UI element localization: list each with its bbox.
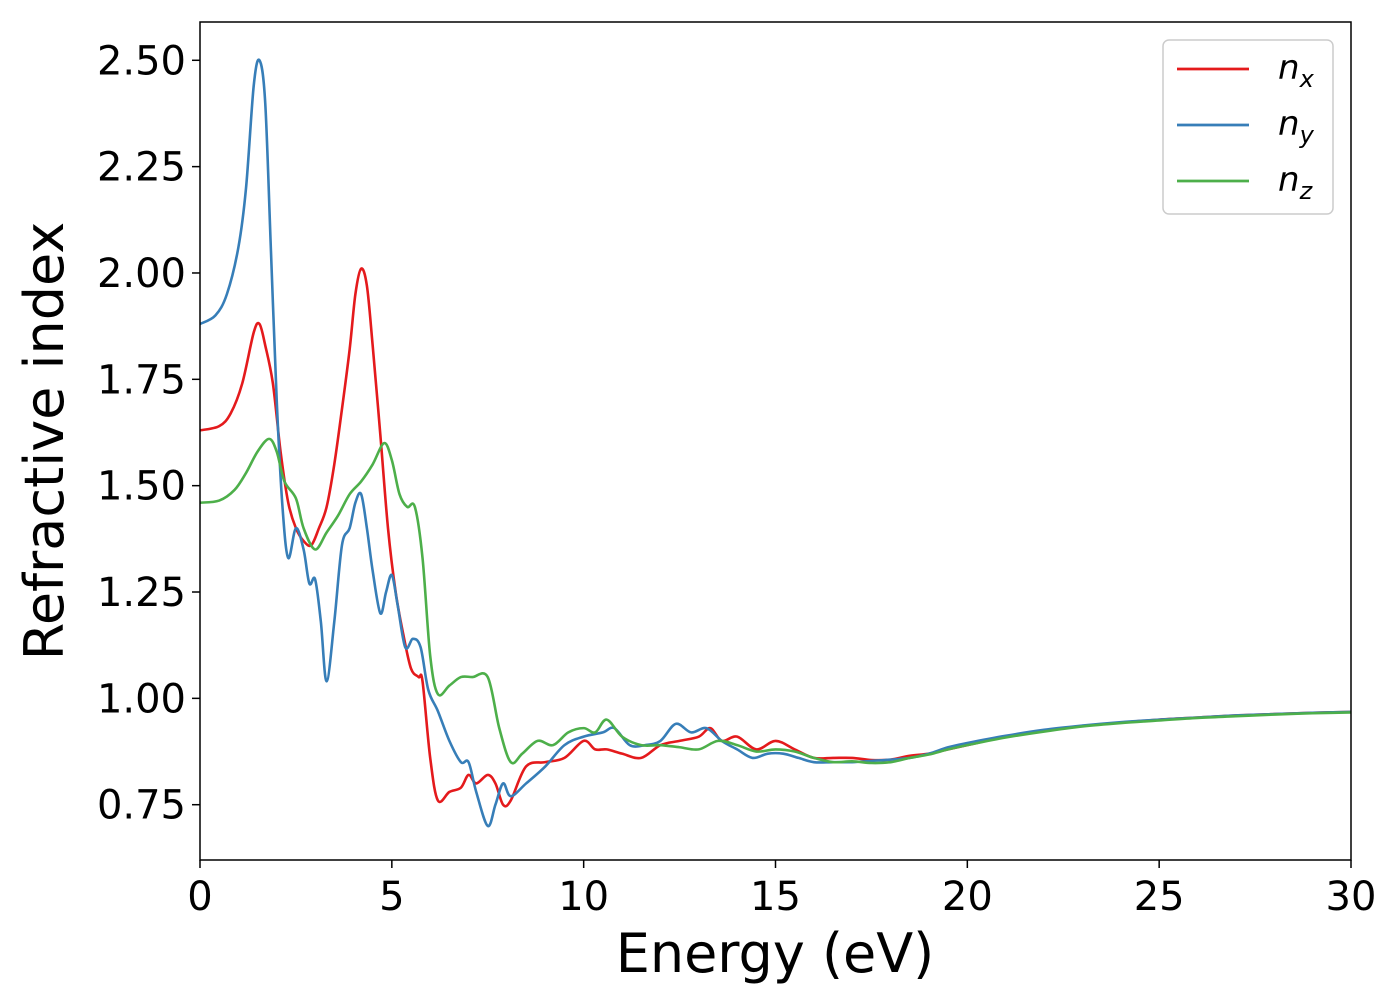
x-tick-label: 30	[1326, 874, 1377, 920]
y-axis: 0.75 1.00 1.25 1.50 1.75 2.00 2.25 2.50	[97, 38, 200, 829]
series-layer	[200, 58, 1351, 828]
x-tick-label: 10	[558, 874, 609, 920]
x-axis-label: Energy (eV)	[616, 922, 935, 985]
legend-label-nx: nx	[1278, 48, 1315, 93]
x-tick-label: 20	[942, 874, 993, 920]
y-tick-label: 2.00	[97, 251, 186, 297]
x-tick-label: 25	[1134, 874, 1185, 920]
x-tick-label: 0	[187, 874, 212, 920]
x-axis: 0 5 10 15 20 25 30	[187, 860, 1376, 920]
y-tick-label: 1.00	[97, 676, 186, 722]
x-tick-label: 5	[379, 874, 404, 920]
legend-label-nz: nz	[1278, 160, 1314, 205]
legend-label-ny: ny	[1278, 104, 1315, 149]
y-axis-label: Refractive index	[13, 222, 76, 661]
y-tick-label: 0.75	[97, 783, 186, 829]
x-tick-label: 15	[750, 874, 801, 920]
series-line-nz	[200, 437, 1351, 765]
y-tick-label: 2.25	[97, 145, 186, 191]
legend-box	[1162, 39, 1334, 215]
y-tick-label: 1.75	[97, 357, 186, 403]
y-tick-label: 2.50	[97, 38, 186, 84]
legend: nx ny nz	[1162, 39, 1334, 215]
y-tick-label: 1.50	[97, 464, 186, 510]
y-tick-label: 1.25	[97, 570, 186, 616]
